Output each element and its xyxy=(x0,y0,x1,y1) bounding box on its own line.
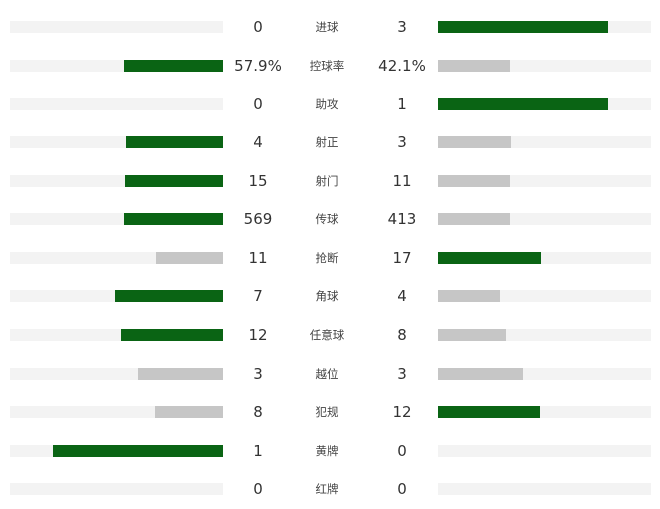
home-value: 569 xyxy=(243,210,273,228)
home-bar-fill xyxy=(125,136,223,148)
stat-row: 0 进球 3 xyxy=(0,17,660,37)
home-bar-track xyxy=(10,290,223,302)
away-value: 3 xyxy=(397,133,407,151)
away-value: 11 xyxy=(392,172,412,190)
home-bar-fill xyxy=(52,445,223,457)
home-value: 0 xyxy=(253,95,263,113)
home-bar-fill xyxy=(124,213,223,225)
home-bar-fill xyxy=(124,60,223,72)
home-bar-track xyxy=(10,329,223,341)
away-bar-fill xyxy=(438,252,542,264)
stat-label: 红牌 xyxy=(315,482,339,496)
home-value: 12 xyxy=(248,326,268,344)
away-bar-track xyxy=(438,368,651,380)
stat-label: 传球 xyxy=(315,212,339,226)
stat-row: 569 传球 413 xyxy=(0,209,660,229)
home-value: 1 xyxy=(253,442,263,460)
away-bar-fill xyxy=(438,406,541,418)
away-bar-track xyxy=(438,136,651,148)
home-bar-track xyxy=(10,175,223,187)
away-value: 4 xyxy=(397,287,407,305)
home-bar-fill xyxy=(156,252,223,264)
home-value: 0 xyxy=(253,18,263,36)
away-bar-fill xyxy=(438,98,609,110)
away-bar-track xyxy=(438,406,651,418)
stat-label: 犯规 xyxy=(315,405,339,419)
home-bar-fill xyxy=(124,175,223,187)
away-value: 413 xyxy=(387,210,417,228)
stat-row: 0 红牌 0 xyxy=(0,479,660,499)
away-bar-fill xyxy=(438,290,500,302)
away-bar-track xyxy=(438,60,651,72)
home-value: 0 xyxy=(253,480,263,498)
away-bar-track xyxy=(438,175,651,187)
home-value: 4 xyxy=(253,133,263,151)
away-bar-fill xyxy=(438,60,510,72)
away-value: 17 xyxy=(392,249,412,267)
away-bar-fill xyxy=(438,368,524,380)
stat-row: 11 抢断 17 xyxy=(0,248,660,268)
away-value: 12 xyxy=(392,403,412,421)
home-value: 3 xyxy=(253,365,263,383)
away-bar-track xyxy=(438,213,651,225)
home-bar-track xyxy=(10,368,223,380)
away-value: 0 xyxy=(397,442,407,460)
away-bar-track xyxy=(438,21,651,33)
stat-row: 1 黄牌 0 xyxy=(0,441,660,461)
away-bar-fill xyxy=(438,213,510,225)
stat-row: 7 角球 4 xyxy=(0,286,660,306)
away-bar-fill xyxy=(438,21,609,33)
home-value: 8 xyxy=(253,403,263,421)
stat-label: 助攻 xyxy=(315,97,339,111)
home-bar-track xyxy=(10,21,223,33)
stat-row: 57.9% 控球率 42.1% xyxy=(0,56,660,76)
away-bar-fill xyxy=(438,329,507,341)
stat-label: 黄牌 xyxy=(315,444,339,458)
away-bar-track xyxy=(438,445,651,457)
away-bar-fill xyxy=(438,175,511,187)
home-value: 11 xyxy=(248,249,268,267)
home-bar-track xyxy=(10,406,223,418)
stat-label: 进球 xyxy=(315,20,339,34)
stat-label: 抢断 xyxy=(315,251,339,265)
stat-row: 3 越位 3 xyxy=(0,364,660,384)
away-bar-fill xyxy=(438,136,512,148)
away-value: 42.1% xyxy=(378,57,426,75)
away-value: 1 xyxy=(397,95,407,113)
away-value: 3 xyxy=(397,18,407,36)
stat-row: 15 射门 11 xyxy=(0,171,660,191)
stat-label: 任意球 xyxy=(309,328,345,342)
home-bar-track xyxy=(10,252,223,264)
stat-label: 越位 xyxy=(315,367,339,381)
stat-row: 4 射正 3 xyxy=(0,132,660,152)
home-bar-track xyxy=(10,483,223,495)
stat-label: 角球 xyxy=(315,289,339,303)
away-bar-track xyxy=(438,329,651,341)
away-bar-track xyxy=(438,98,651,110)
stat-row: 8 犯规 12 xyxy=(0,402,660,422)
home-bar-track xyxy=(10,136,223,148)
home-bar-track xyxy=(10,98,223,110)
home-value: 15 xyxy=(248,172,268,190)
home-bar-track xyxy=(10,445,223,457)
home-value: 57.9% xyxy=(234,57,282,75)
home-bar-fill xyxy=(114,290,223,302)
stat-row: 12 任意球 8 xyxy=(0,325,660,345)
stat-label: 射门 xyxy=(315,174,339,188)
away-value: 3 xyxy=(397,365,407,383)
home-bar-fill xyxy=(154,406,223,418)
home-bar-track xyxy=(10,60,223,72)
away-value: 8 xyxy=(397,326,407,344)
stat-row: 0 助攻 1 xyxy=(0,94,660,114)
stat-label: 射正 xyxy=(315,135,339,149)
home-bar-track xyxy=(10,213,223,225)
home-value: 7 xyxy=(253,287,263,305)
away-bar-track xyxy=(438,290,651,302)
away-value: 0 xyxy=(397,480,407,498)
away-bar-track xyxy=(438,483,651,495)
home-bar-fill xyxy=(120,329,223,341)
home-bar-fill xyxy=(137,368,223,380)
away-bar-track xyxy=(438,252,651,264)
stat-label: 控球率 xyxy=(309,59,345,73)
